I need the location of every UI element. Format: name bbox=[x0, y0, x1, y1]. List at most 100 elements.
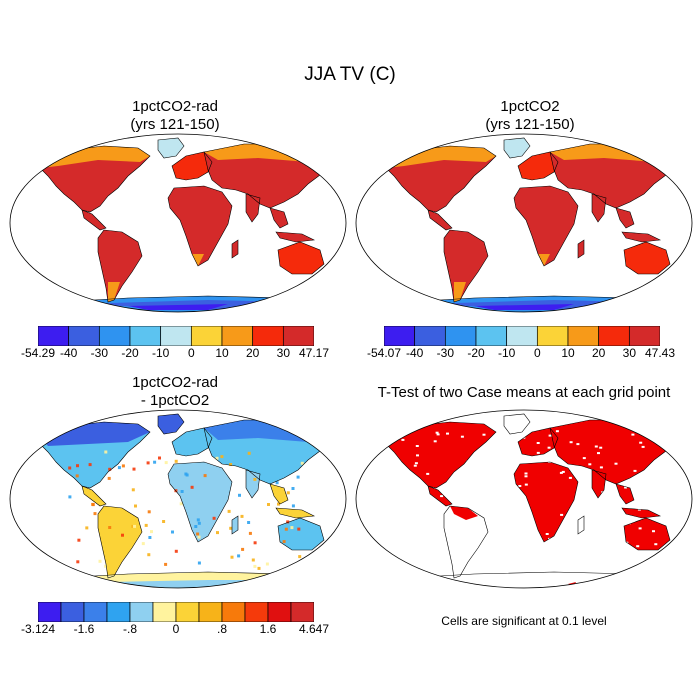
colorbar-tick-label: 10 bbox=[215, 346, 229, 360]
colorbar-swatch bbox=[506, 326, 538, 346]
panel-2-map bbox=[355, 133, 693, 313]
land-madagascar bbox=[578, 240, 584, 258]
colorbar-swatch bbox=[98, 326, 131, 346]
panel-1-colorbar bbox=[38, 326, 314, 346]
colorbar-tick-label: -40 bbox=[59, 346, 78, 360]
panel-2-title-line-1: 1pctCO2 bbox=[500, 98, 560, 115]
colorbar-swatch bbox=[244, 602, 269, 622]
panel-2-colorbar-labels: -54.07 -40 -30 -20 -10 0 10 20 30 47.43 bbox=[367, 346, 675, 362]
colorbar-tick-label: -3.124 bbox=[20, 622, 56, 636]
colorbar-swatch bbox=[175, 602, 200, 622]
map-frame bbox=[9, 409, 347, 589]
colorbar-swatch bbox=[598, 326, 630, 346]
land-seAsia bbox=[270, 484, 288, 504]
colorbar-tick-label: -1.6 bbox=[73, 622, 95, 636]
figure-title: JJA TV (C) bbox=[304, 64, 396, 85]
colorbar-tick-label: 20 bbox=[245, 346, 260, 360]
land-greenland bbox=[158, 138, 184, 158]
colorbar-tick-label: -10 bbox=[497, 346, 516, 360]
colorbar-swatch bbox=[221, 602, 246, 622]
colorbar-swatch bbox=[267, 602, 292, 622]
land-centralAmerica bbox=[428, 486, 452, 506]
land-africa bbox=[514, 462, 578, 542]
colorbar-tick-label: -54.29 bbox=[20, 346, 56, 360]
colorbar-swatch bbox=[567, 326, 600, 346]
colorbar-tick-label: 0 bbox=[187, 346, 195, 360]
colorbar-tick-label: 0 bbox=[172, 622, 180, 636]
colorbar-swatch bbox=[628, 326, 660, 346]
land-centralAmerica bbox=[82, 210, 106, 230]
colorbar-swatch bbox=[129, 326, 162, 346]
colorbar-swatch bbox=[444, 326, 477, 346]
land-seAsia bbox=[616, 484, 634, 504]
land-africa bbox=[168, 462, 232, 542]
panel-3-title: 1pctCO2-rad - 1pctCO2 bbox=[65, 374, 285, 410]
land-greenland bbox=[158, 414, 184, 434]
map-frame bbox=[355, 409, 693, 589]
colorbar-tick-label: 4.647 bbox=[298, 622, 330, 636]
land-indonesia bbox=[276, 508, 314, 518]
colorbar-tick-label: -10 bbox=[151, 346, 170, 360]
colorbar-tick-label: 10 bbox=[561, 346, 575, 360]
panel-2-title-line-2: (yrs 121-150) bbox=[485, 116, 575, 133]
colorbar-swatch bbox=[282, 326, 314, 346]
land-indonesia bbox=[622, 232, 660, 242]
panel-3-title-line-2: - 1pctCO2 bbox=[140, 392, 210, 409]
land-centralAmerica bbox=[82, 486, 106, 506]
colorbar-swatch bbox=[106, 602, 131, 622]
colorbar-tick-label: 47.17 bbox=[298, 346, 330, 360]
land-southAmerica bbox=[98, 506, 142, 578]
colorbar-swatch bbox=[221, 326, 254, 346]
panel-1-title-line-1: 1pctCO2-rad bbox=[132, 98, 218, 115]
colorbar-tick-label: 47.43 bbox=[644, 346, 676, 360]
map-frame bbox=[355, 133, 693, 313]
colorbar-tick-label: -40 bbox=[405, 346, 424, 360]
colorbar-swatch bbox=[384, 326, 416, 346]
colorbar-swatch bbox=[68, 326, 100, 346]
land-madagascar bbox=[232, 240, 238, 258]
map-frame bbox=[9, 133, 347, 313]
colorbar-tick-label: 20 bbox=[591, 346, 606, 360]
significance-note: Cells are significant at 0.1 level bbox=[441, 614, 607, 628]
land-madagascar bbox=[232, 516, 238, 534]
colorbar-tick-label: 0 bbox=[533, 346, 541, 360]
land-greenland bbox=[504, 138, 530, 158]
land-centralAmerica bbox=[428, 210, 452, 230]
land-seAsia bbox=[616, 208, 634, 228]
panel-1-colorbar-labels: -54.29 -40 -30 -20 -10 0 10 20 30 47.17 bbox=[21, 346, 329, 362]
colorbar-tick-label: -30 bbox=[436, 346, 454, 360]
panel-3-map bbox=[9, 409, 347, 589]
colorbar-swatch bbox=[475, 326, 508, 346]
colorbar-swatch bbox=[129, 602, 154, 622]
colorbar-tick-label: 30 bbox=[276, 346, 291, 360]
panel-2-title: 1pctCO2 (yrs 121-150) bbox=[420, 98, 640, 134]
colorbar-swatch bbox=[290, 602, 314, 622]
colorbar-tick-label: -20 bbox=[467, 346, 485, 360]
land-africa bbox=[514, 186, 578, 266]
panel-3-title-line-1: 1pctCO2-rad bbox=[132, 374, 218, 391]
colorbar-tick-label: 30 bbox=[622, 346, 637, 360]
panel-1-title-line-2: (yrs 121-150) bbox=[130, 116, 220, 133]
land-indonesia bbox=[276, 232, 314, 242]
panel-4-title-line-1: T-Test of two Case means at each grid po… bbox=[377, 384, 671, 401]
colorbar-swatch bbox=[198, 602, 223, 622]
colorbar-swatch bbox=[252, 326, 284, 346]
land-australia bbox=[278, 242, 324, 274]
colorbar-tick-label: -54.07 bbox=[366, 346, 402, 360]
land-seAsia bbox=[270, 208, 288, 228]
colorbar-tick-label: -.8 bbox=[122, 622, 138, 636]
panel-1-map bbox=[9, 133, 347, 313]
panel-4-map bbox=[355, 409, 693, 589]
colorbar-swatch bbox=[536, 326, 569, 346]
land-australia bbox=[278, 518, 324, 550]
colorbar-tick-label: -30 bbox=[90, 346, 108, 360]
colorbar-swatch bbox=[83, 602, 108, 622]
panel-3-colorbar bbox=[38, 602, 314, 622]
colorbar-swatch bbox=[60, 602, 85, 622]
colorbar-swatch bbox=[152, 602, 177, 622]
colorbar-swatch bbox=[190, 326, 223, 346]
colorbar-tick-label: 1.6 bbox=[259, 622, 277, 636]
panel-2-colorbar bbox=[384, 326, 660, 346]
panel-1-title: 1pctCO2-rad (yrs 121-150) bbox=[65, 98, 285, 134]
land-australia bbox=[624, 518, 670, 550]
